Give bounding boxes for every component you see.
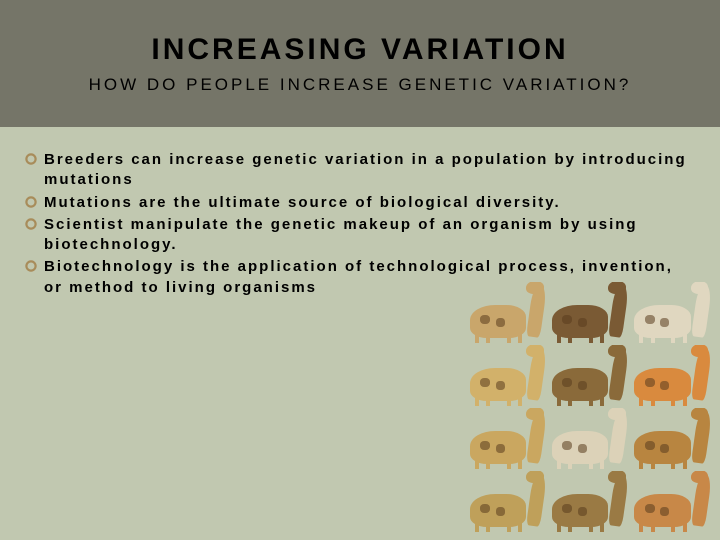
giraffe-cell <box>465 345 545 406</box>
giraffe-cell <box>630 282 710 343</box>
page-subtitle: HOW DO PEOPLE INCREASE GENETIC VARIATION… <box>89 75 632 95</box>
bullet-text: Scientist manipulate the genetic makeup … <box>44 215 696 256</box>
giraffe-cell <box>465 471 545 532</box>
list-item: Scientist manipulate the genetic makeup … <box>24 215 696 256</box>
giraffe-cell <box>547 345 627 406</box>
giraffe-cell <box>630 345 710 406</box>
giraffe-cell <box>547 471 627 532</box>
list-item: Breeders can increase genetic variation … <box>24 150 696 191</box>
header-bar: INCREASING VARIATION HOW DO PEOPLE INCRE… <box>0 0 720 127</box>
ring-bullet-icon <box>24 152 38 166</box>
list-item: Mutations are the ultimate source of bio… <box>24 193 696 213</box>
bullet-text: Breeders can increase genetic variation … <box>44 150 696 191</box>
giraffe-cell <box>630 408 710 469</box>
ring-bullet-icon <box>24 195 38 209</box>
giraffe-illustration <box>465 282 710 532</box>
ring-bullet-icon <box>24 259 38 273</box>
giraffe-cell <box>547 282 627 343</box>
bullet-text: Mutations are the ultimate source of bio… <box>44 193 561 213</box>
page-title: INCREASING VARIATION <box>151 33 568 67</box>
giraffe-cell <box>465 282 545 343</box>
giraffe-cell <box>465 408 545 469</box>
giraffe-cell <box>630 471 710 532</box>
giraffe-cell <box>547 408 627 469</box>
bullet-list: Breeders can increase genetic variation … <box>24 150 696 300</box>
ring-bullet-icon <box>24 217 38 231</box>
